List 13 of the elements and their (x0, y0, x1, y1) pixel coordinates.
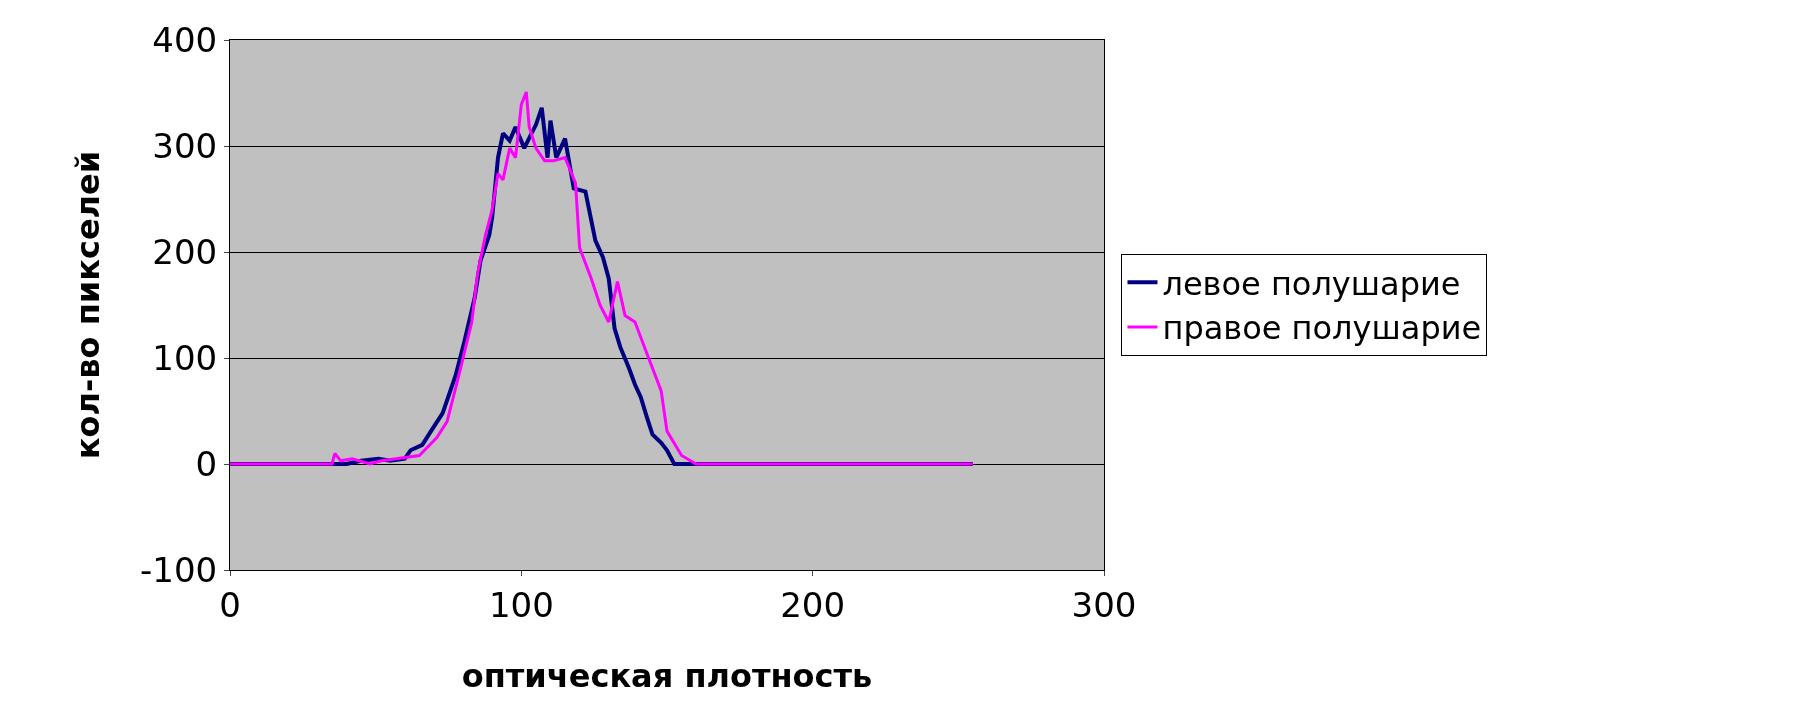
y-tick-label: 300 (152, 125, 218, 166)
x-tick-label: 100 (488, 584, 554, 625)
y-axis-title: кол-во пикселей (69, 150, 108, 460)
y-tick-label: 200 (152, 231, 218, 272)
legend-label: левое полушарие (1162, 264, 1461, 303)
y-tick-label: 400 (152, 19, 218, 60)
x-tick-label: 200 (780, 584, 846, 625)
x-tick-label: 300 (1071, 584, 1137, 625)
x-axis-title: оптическая плотность (461, 656, 873, 695)
y-tick-label: 0 (195, 443, 218, 484)
y-tick-label: -100 (140, 549, 218, 590)
legend-label: правое полушарие (1162, 309, 1482, 348)
y-tick-label: 100 (152, 337, 218, 378)
